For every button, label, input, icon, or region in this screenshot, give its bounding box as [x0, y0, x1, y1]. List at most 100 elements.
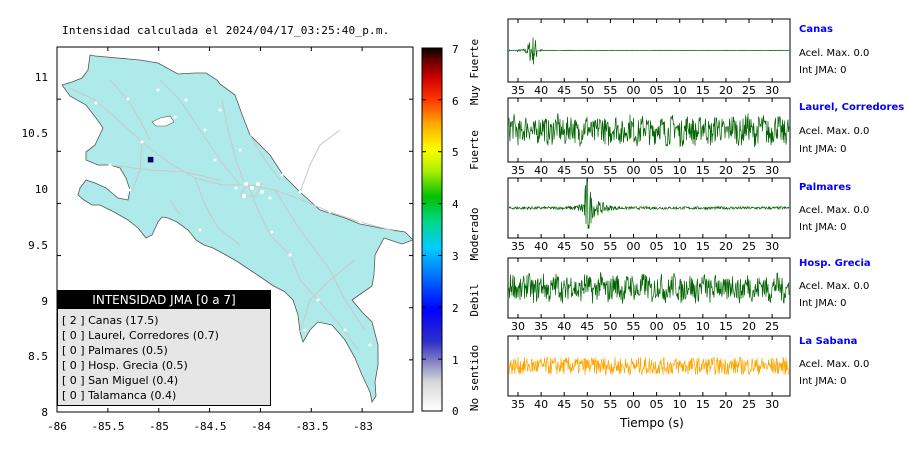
- station-name-canas: Canas: [799, 24, 833, 35]
- colorbar-tick-label: 6: [452, 95, 459, 108]
- legend-title: INTENSIDAD JMA [0 a 7]: [58, 291, 270, 309]
- waveform-tick-label: 45: [557, 398, 571, 411]
- station-acel-palmares: Acel. Max. 0.0: [799, 205, 870, 216]
- waveform-tick-label: 15: [696, 240, 710, 253]
- colorbar-category-label: Fuerte: [468, 130, 481, 170]
- station-int-grecia: Int JMA: 0: [799, 298, 847, 309]
- waveform-tick-label: 05: [650, 240, 664, 253]
- waveform-tick-label: 50: [580, 84, 594, 97]
- waveform-tick-label: 15: [719, 320, 733, 333]
- station-name-grecia: Hosp. Grecia: [799, 258, 871, 269]
- station-int-canas: Int JMA: 0: [799, 65, 847, 76]
- waveform-tick-label: 50: [580, 164, 594, 177]
- station-name-la-sabana: La Sabana: [799, 336, 858, 347]
- town-markers: [94, 88, 372, 347]
- map-title: Intensidad calculada el 2024/04/17_03:25…: [62, 24, 390, 37]
- colorbar-tick-label: 1: [452, 354, 459, 367]
- waveform-panel: 35 40 45 50 55 00 05 10 15 20 25 30: [507, 18, 791, 97]
- costa-rica-landmass: [61, 54, 414, 404]
- time-axis-label: Tiempo (s): [620, 416, 684, 430]
- waveform-tick-label: 10: [673, 84, 687, 97]
- lat-tick-label: 8: [41, 406, 48, 419]
- waveform-tick-label: 10: [673, 164, 687, 177]
- colorbar-category-label: No sentido: [468, 345, 481, 411]
- waveform-tick-label: 35: [511, 240, 525, 253]
- waveform-tick-label: 05: [650, 164, 664, 177]
- lat-tick-label: 9: [41, 295, 48, 308]
- colorbar-tick-label: 7: [452, 43, 459, 56]
- waveform-tick-label: 15: [696, 84, 710, 97]
- colorbar-tick-label: 5: [452, 146, 459, 159]
- station-name-laurel: Laurel, Corredores: [799, 102, 905, 113]
- waveform-tick-label: 00: [627, 240, 641, 253]
- colorbar-tick-marks: [422, 47, 442, 412]
- legend-item: [ 2 ] Canas (17.5): [62, 314, 159, 327]
- legend-item: [ 0 ] Laurel, Corredores (0.7): [62, 329, 219, 342]
- lon-tick-label: -84.5: [193, 420, 226, 433]
- lon-tick-label: -83: [353, 420, 373, 433]
- waveform-tick-label: 35: [534, 320, 548, 333]
- waveform-tick-label: 55: [603, 84, 617, 97]
- station-int-la-sabana: Int JMA: 0: [799, 376, 847, 387]
- waveform-panel: 30 35 40 45 50 55 00 05 10 15 20 25: [507, 257, 791, 333]
- waveform-tick-label: 25: [742, 164, 756, 177]
- waveform-tick-label: 55: [603, 398, 617, 411]
- station-acel-canas: Acel. Max. 0.0: [799, 48, 870, 59]
- lon-tick-label: -85.5: [91, 420, 124, 433]
- waveform-tick-label: 20: [742, 320, 756, 333]
- waveform-tick-label: 45: [557, 164, 571, 177]
- lat-tick-label: 8.5: [28, 350, 48, 363]
- lat-tick-label: 11: [35, 71, 48, 84]
- waveform-tick-label: 40: [534, 164, 548, 177]
- waveform-trace: [508, 272, 790, 304]
- waveform-tick-label: 25: [742, 84, 756, 97]
- waveform-panel: 35 40 45 50 55 00 05 10 15 20 25 30: [507, 177, 791, 253]
- lon-tick-label: -84: [251, 420, 271, 433]
- waveform-tick-label: 10: [673, 398, 687, 411]
- intensity-colorbar: [421, 47, 443, 412]
- waveform-tick-label: 00: [650, 320, 664, 333]
- waveform-tick-label: 30: [765, 164, 779, 177]
- station-int-laurel: Int JMA: 0: [799, 144, 847, 155]
- waveform-tick-label: 20: [719, 84, 733, 97]
- waveform-tick-label: 30: [765, 240, 779, 253]
- waveform-tick-label: 00: [627, 164, 641, 177]
- waveform-tick-label: 25: [742, 240, 756, 253]
- waveform-tick-label: 40: [534, 398, 548, 411]
- legend-item: [ 0 ] Palmares (0.5): [62, 344, 168, 357]
- legend-item: [ 0 ] Talamanca (0.4): [62, 389, 177, 402]
- waveform-tick-label: 05: [650, 398, 664, 411]
- waveform-tick-label: 40: [557, 320, 571, 333]
- waveform-tick-label: 25: [742, 398, 756, 411]
- waveform-tick-label: 55: [603, 164, 617, 177]
- waveform-tick-label: 55: [627, 320, 641, 333]
- intensity-legend: INTENSIDAD JMA [0 a 7] [ 2 ] Canas (17.5…: [57, 290, 271, 406]
- waveform-tick-label: 30: [765, 84, 779, 97]
- waveform-tick-label: 35: [511, 84, 525, 97]
- lon-tick-label: -85: [149, 420, 169, 433]
- station-marker-canas: [147, 156, 154, 163]
- waveform-panel: 35 40 45 50 55 00 05 10 15 20 25 30: [507, 335, 791, 411]
- waveform-tick-label: 25: [765, 320, 779, 333]
- lon-tick-label: -83.5: [295, 420, 328, 433]
- waveform-tick-label: 05: [673, 320, 687, 333]
- lake-arenal: [151, 115, 175, 127]
- colorbar-tick-label: 0: [452, 405, 459, 418]
- waveform-trace: [508, 178, 790, 229]
- waveform-tick-label: 50: [603, 320, 617, 333]
- waveform-tick-label: 30: [765, 398, 779, 411]
- waveform-tick-label: 45: [557, 240, 571, 253]
- legend-list: [ 2 ] Canas (17.5) [ 0 ] Laurel, Corredo…: [58, 309, 270, 403]
- station-int-palmares: Int JMA: 0: [799, 222, 847, 233]
- colorbar-tick-label: 4: [452, 198, 459, 211]
- station-acel-laurel: Acel. Max. 0.0: [799, 126, 870, 137]
- waveform-tick-label: 40: [534, 84, 548, 97]
- station-acel-la-sabana: Acel. Max. 0.0: [799, 359, 870, 370]
- waveform-tick-label: 15: [696, 164, 710, 177]
- waveform-tick-label: 15: [696, 398, 710, 411]
- waveform-tick-label: 30: [511, 320, 525, 333]
- waveform-tick-label: 20: [719, 398, 733, 411]
- waveform-trace: [508, 37, 790, 65]
- lat-tick-label: 10: [35, 183, 48, 196]
- waveform-tick-label: 20: [719, 164, 733, 177]
